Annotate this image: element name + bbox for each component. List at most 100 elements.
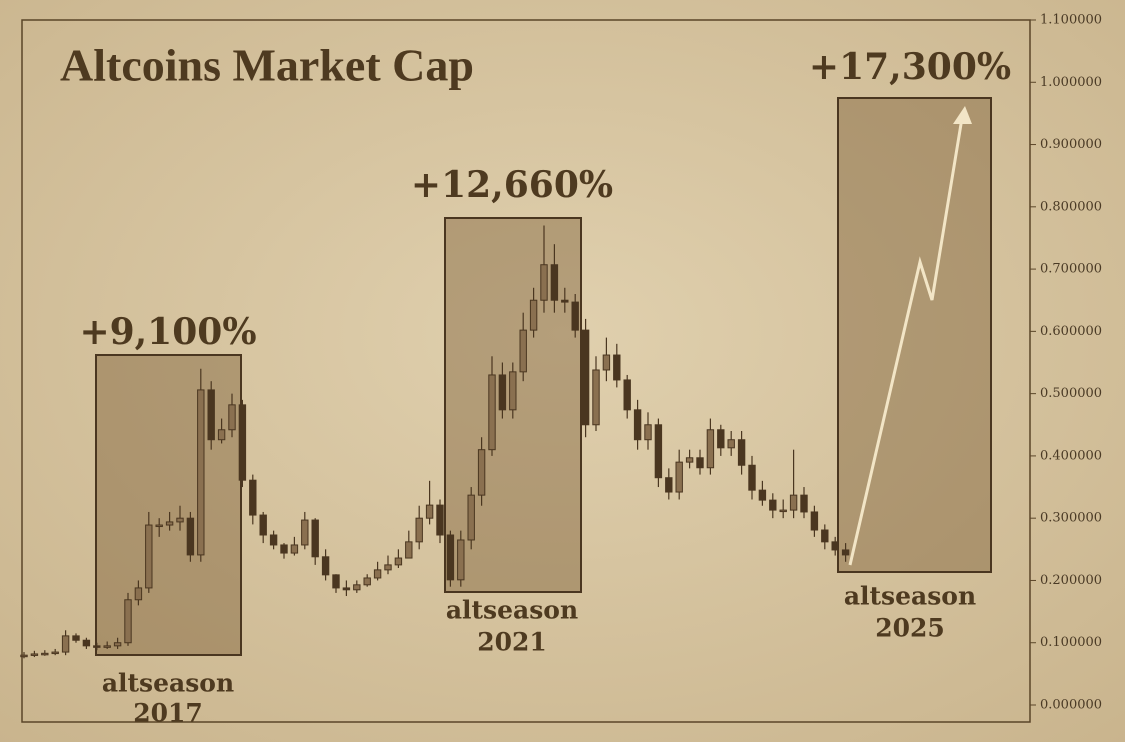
candle-body	[373, 569, 382, 579]
gain-label: +17,300%	[809, 46, 1011, 88]
season-label: altseason	[446, 596, 578, 625]
candle-body	[519, 329, 527, 373]
candle-body	[384, 564, 392, 571]
candle-body	[363, 577, 371, 586]
y-tick-label: 0.500000	[1040, 386, 1102, 401]
candle-body	[61, 635, 70, 653]
season-year: 2017	[133, 699, 203, 728]
season-label: altseason	[102, 669, 234, 698]
candle-body	[571, 301, 579, 331]
gain-label: +12,660%	[411, 164, 613, 206]
candle-body	[425, 504, 434, 519]
candle-body	[831, 541, 839, 551]
candle-body	[93, 645, 101, 648]
y-tick-label: 1.100000	[1040, 13, 1102, 28]
projection-arrow	[848, 117, 964, 566]
candle-body	[321, 556, 330, 576]
candle-body	[748, 464, 756, 491]
candle-body	[644, 424, 652, 441]
candle-body	[290, 544, 299, 554]
candle-body	[509, 371, 517, 411]
season-label: altseason	[844, 582, 976, 611]
candle-body	[623, 379, 631, 411]
candle-body	[800, 494, 808, 513]
candle-body	[197, 389, 205, 556]
candle-body	[717, 429, 725, 449]
candle-body	[72, 635, 80, 641]
candle-body	[498, 374, 507, 411]
candle-body	[176, 517, 184, 523]
candle-body	[654, 424, 663, 479]
candle-body	[280, 544, 288, 554]
candle-body	[769, 499, 777, 511]
candle-body	[758, 489, 767, 501]
candle-body	[706, 429, 715, 469]
candle-body	[186, 517, 195, 556]
candle-body	[134, 587, 143, 601]
candle-body	[727, 439, 735, 449]
y-tick-label: 0.600000	[1040, 324, 1102, 339]
candle-body	[342, 587, 351, 591]
candle-body	[737, 439, 746, 466]
candle-body	[550, 264, 559, 301]
chart-title: Altcoins Market Cap	[60, 40, 474, 91]
candle-body	[675, 461, 683, 493]
y-tick-label: 0.300000	[1040, 511, 1102, 526]
candle-body	[446, 534, 455, 581]
highlight-box	[837, 97, 992, 573]
candle-body	[51, 651, 59, 655]
candle-body	[217, 429, 226, 441]
candle-body	[82, 639, 91, 647]
candle-body	[457, 539, 465, 581]
candle-body	[103, 645, 111, 648]
candle-body	[30, 653, 39, 656]
candle-body	[353, 584, 361, 591]
candle-body	[41, 652, 49, 656]
candle-body	[477, 449, 486, 496]
candle-body	[810, 511, 819, 531]
y-tick-label: 0.400000	[1040, 448, 1102, 463]
candle-body	[249, 479, 257, 516]
candle-body	[841, 549, 850, 556]
y-tick-label: 0.100000	[1040, 635, 1102, 650]
candle-body	[207, 389, 215, 441]
candle-body	[602, 354, 611, 371]
candle-body	[665, 477, 673, 493]
candle-body	[529, 299, 538, 331]
candle-body	[592, 369, 600, 426]
candle-body	[394, 557, 403, 566]
season-year: 2021	[477, 628, 547, 657]
candle-body	[301, 519, 309, 546]
candle-body	[467, 494, 475, 541]
gain-label: +9,100%	[79, 311, 256, 353]
y-tick-label: 0.200000	[1040, 573, 1102, 588]
candle-body	[155, 524, 163, 528]
arrow-head	[953, 106, 972, 124]
y-tick-label: 0.900000	[1040, 137, 1102, 152]
y-tick-label: 0.800000	[1040, 199, 1102, 214]
candle-body	[696, 457, 704, 469]
candle-body	[238, 404, 247, 481]
candle-body	[113, 642, 122, 647]
y-tick-label: 0.700000	[1040, 262, 1102, 277]
candle-body	[540, 264, 548, 301]
candle-body	[436, 504, 444, 536]
candle-body	[332, 574, 340, 589]
candle-body	[145, 524, 153, 589]
highlight-box	[95, 354, 242, 656]
candle-body	[165, 521, 174, 526]
candle-body	[415, 517, 423, 543]
candle-body	[821, 529, 829, 543]
candle-body	[405, 541, 413, 559]
candle-body	[124, 599, 132, 644]
candle-body	[789, 494, 798, 511]
candle-body	[269, 534, 278, 546]
candle-body	[228, 404, 236, 431]
season-year: 2025	[875, 614, 945, 643]
y-tick-label: 1.000000	[1040, 75, 1102, 90]
candle-body	[633, 409, 642, 441]
candle-body	[488, 374, 496, 451]
candle-body	[259, 514, 267, 536]
candle-body	[685, 457, 694, 463]
